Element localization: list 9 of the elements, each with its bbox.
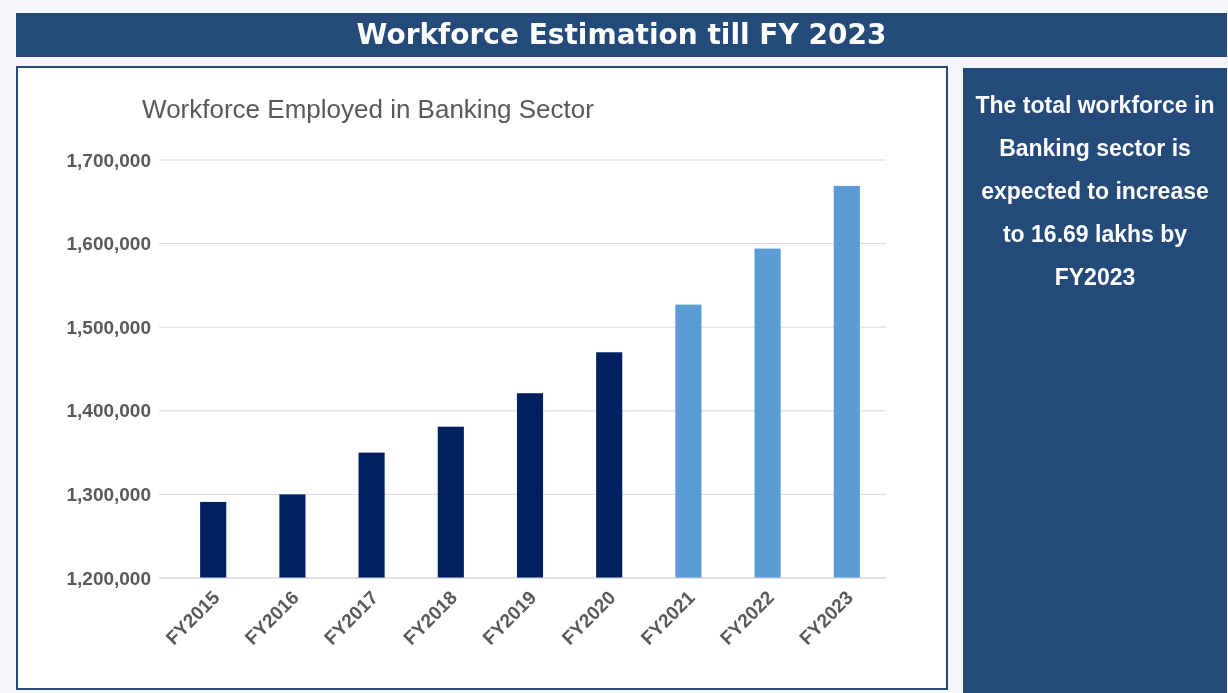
text: The total workforce in Banking sector is expected to increase to 16.69 lakhs by FY2023 (974, 91, 1216, 292)
y-tick-label: 1,200,000 (66, 567, 151, 589)
y-tick-label: 1,500,000 (66, 316, 151, 338)
chart-title: Workforce Estimation till FY 2023 (16, 13, 1227, 57)
y-tick-label: 1,700,000 (66, 149, 151, 171)
y-tick-label: 1,400,000 (66, 400, 151, 422)
chart-subtitle: Workforce Employed in Banking Sector (142, 94, 595, 124)
y-tick-label: 1,300,000 (66, 483, 151, 505)
y-tick-label: 1,600,000 (66, 233, 151, 255)
